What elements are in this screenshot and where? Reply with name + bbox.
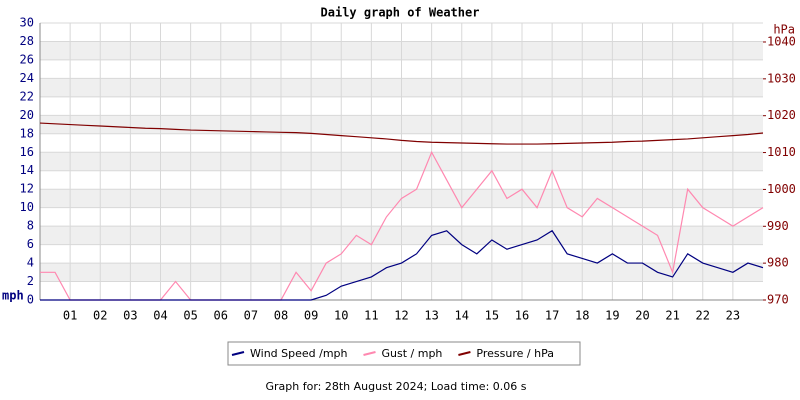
x-tick-label: 01	[63, 309, 77, 323]
y-tick-label: 16	[20, 145, 34, 159]
y-tick-label: 30	[20, 16, 34, 30]
x-tick-label: 02	[93, 309, 107, 323]
y2-tick-label: 1000	[767, 182, 796, 196]
x-tick-label: 17	[545, 309, 559, 323]
y-tick-label: 8	[27, 219, 34, 233]
series-line	[40, 229, 764, 301]
y2-tick-label: 1020	[767, 108, 796, 122]
legend: Wind Speed /mph Gust / mph Pressure / hPa	[231, 347, 554, 360]
x-tick-label: 14	[455, 309, 469, 323]
y-tick-label: 22	[20, 89, 34, 103]
x-tick-label: 11	[364, 309, 378, 323]
x-tick-label: 23	[726, 309, 740, 323]
legend-label: Wind Speed /mph	[250, 347, 348, 360]
x-tick-label: 10	[334, 309, 348, 323]
y2-tick-label: 990	[767, 219, 789, 233]
y-tick-label: 0	[27, 293, 34, 307]
x-tick-label: 03	[123, 309, 137, 323]
y-tick-label: 14	[20, 163, 34, 177]
y-axis-label: mph	[2, 289, 24, 303]
legend-swatch	[363, 351, 376, 356]
x-tick-label: 19	[605, 309, 619, 323]
x-tick-label: 15	[485, 309, 499, 323]
x-tick-label: 05	[183, 309, 197, 323]
chart-title: Daily graph of Weather	[321, 6, 480, 20]
legend-swatch	[231, 351, 245, 356]
y-tick-label: 26	[20, 52, 34, 66]
series-line	[39, 122, 764, 145]
x-tick-label: 12	[394, 309, 408, 323]
y-tick-label: 28	[20, 34, 34, 48]
y2-tick-label: 980	[767, 256, 789, 270]
x-tick-label: 21	[665, 309, 679, 323]
x-tick-label: 13	[424, 309, 438, 323]
y-tick-label: 12	[20, 182, 34, 196]
y2-tick-label: 1040	[767, 34, 796, 48]
legend-label: Gust / mph	[382, 347, 443, 360]
x-tick-label: 04	[153, 309, 167, 323]
y2-axis-label: hPa	[773, 23, 795, 37]
x-tick-label: 08	[274, 309, 288, 323]
y-tick-label: 18	[20, 126, 34, 140]
legend-label: Pressure / hPa	[476, 347, 554, 360]
x-tick-label: 07	[244, 309, 258, 323]
footer: Graph for: 28th August 2024; Load time: …	[266, 380, 527, 393]
legend-swatch	[458, 351, 471, 356]
y-tick-label: 6	[27, 237, 34, 251]
x-tick-label: 18	[575, 309, 589, 323]
lines	[39, 122, 764, 301]
y-tick-label: 24	[20, 71, 34, 85]
x-tick-label: 20	[635, 309, 649, 323]
legend-box	[227, 341, 581, 366]
x-tick-label: 06	[214, 309, 228, 323]
y-tick-label: 10	[20, 200, 34, 214]
x-tick-label: 16	[515, 309, 529, 323]
y2-tick-label: 1030	[767, 71, 796, 85]
y2-tick-label: 970	[767, 293, 789, 307]
y-tick-label: 4	[27, 256, 34, 270]
y2-tick-label: 1010	[767, 145, 796, 159]
y-tick-label: 2	[27, 274, 34, 288]
x-tick-label: 22	[696, 309, 710, 323]
y-tick-label: 20	[20, 108, 34, 122]
x-tick-label: 09	[304, 309, 318, 323]
